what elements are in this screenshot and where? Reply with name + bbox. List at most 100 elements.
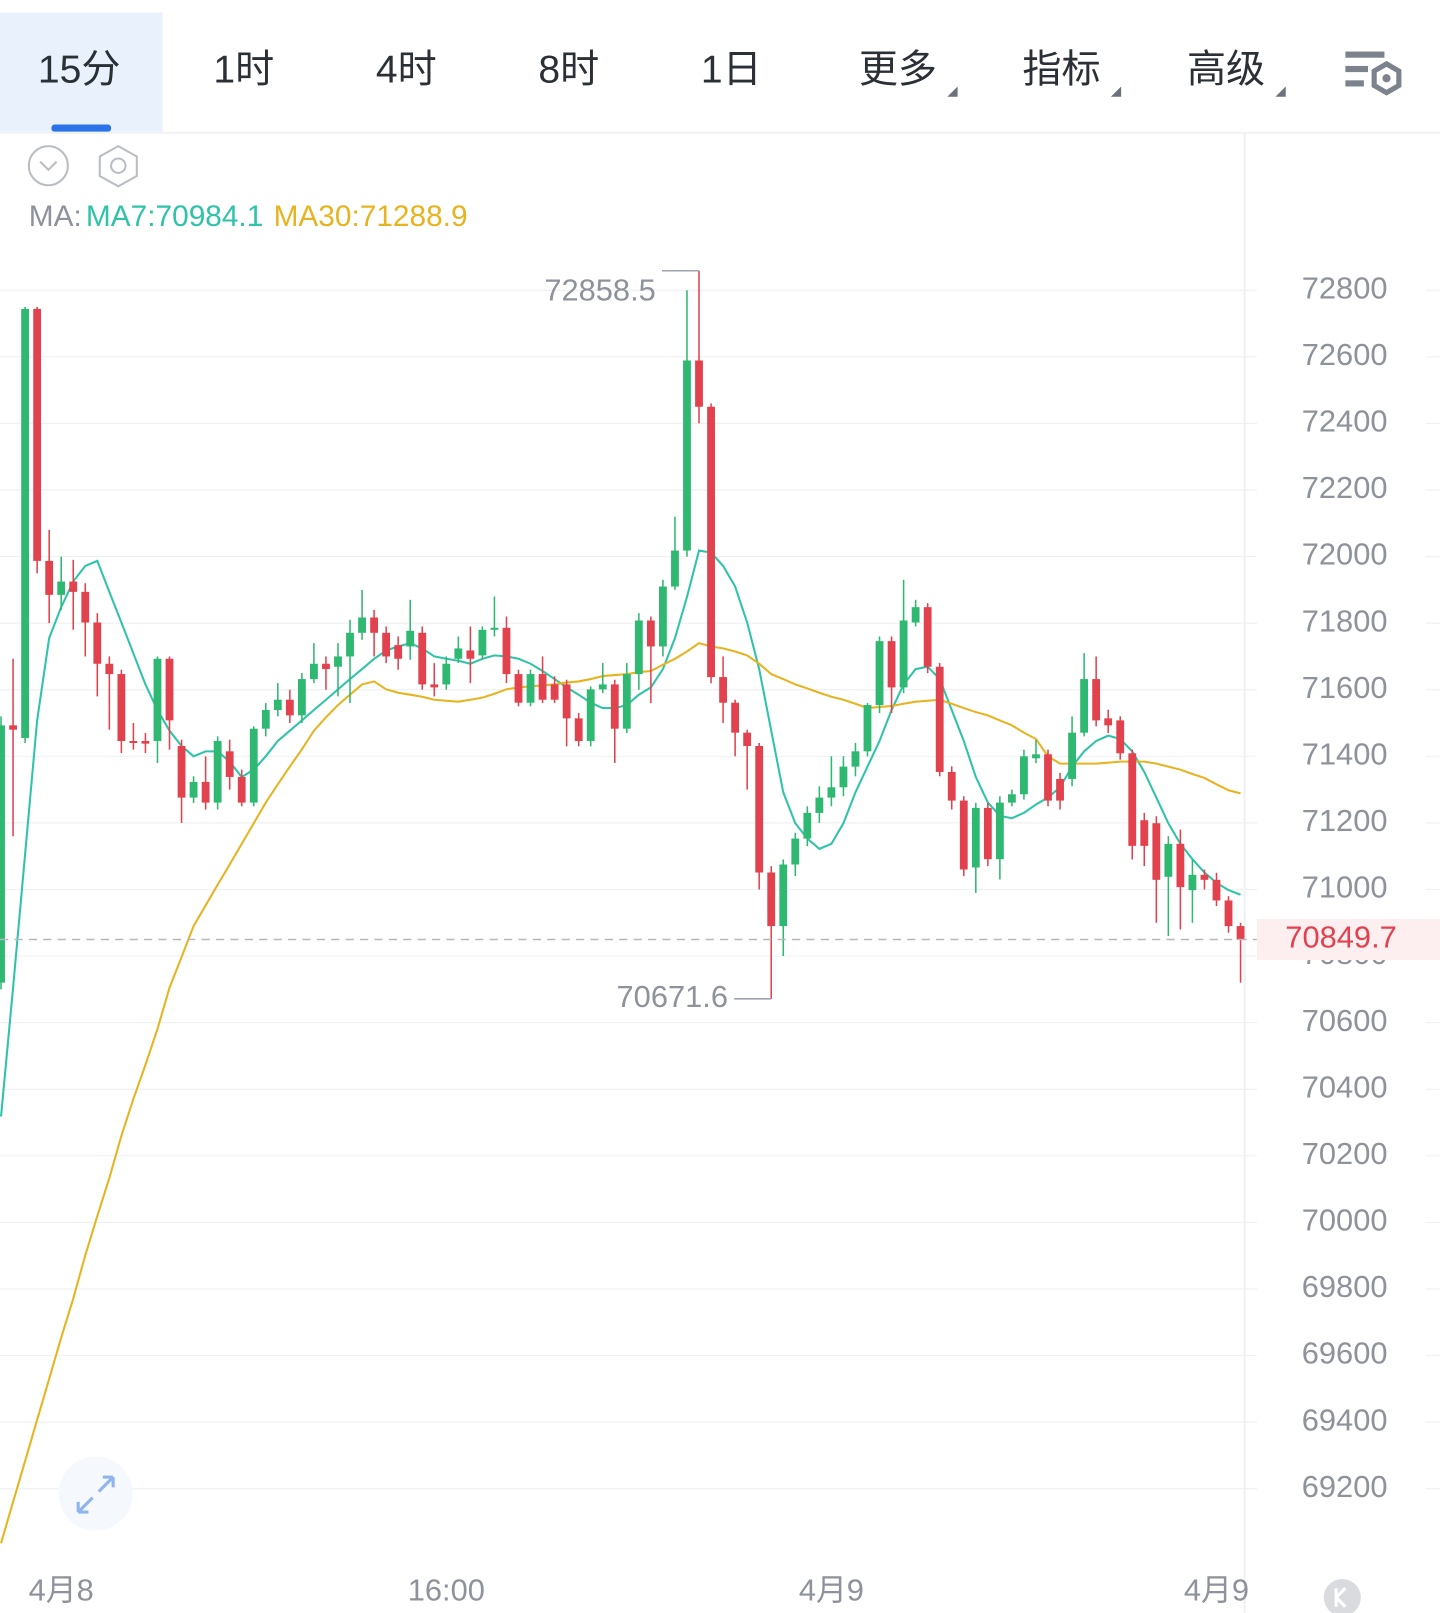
candle-body: [923, 607, 932, 667]
tab-label: 1时: [213, 48, 274, 91]
tab[interactable]: 1时: [213, 48, 274, 91]
icon-part: [1334, 1587, 1347, 1608]
y-tick-label: 69400: [1302, 1402, 1388, 1437]
expand-button[interactable]: [58, 1456, 133, 1531]
tab-label: 更多: [859, 48, 937, 91]
candle-body: [406, 630, 415, 647]
candle-body: [117, 674, 126, 741]
icon-part: [39, 160, 58, 172]
candle-body: [1008, 794, 1016, 803]
candle-body: [1200, 874, 1209, 880]
candle-body: [1116, 720, 1125, 754]
candle-body: [1212, 879, 1221, 901]
y-tick-label: 72800: [1302, 270, 1388, 305]
candle-body: [634, 620, 643, 675]
candle-body: [767, 872, 776, 927]
candle-body: [875, 641, 884, 706]
ma-line: [0, 642, 1241, 1544]
tab[interactable]: 指标: [1022, 48, 1122, 97]
icon-part: [27, 145, 69, 187]
candle-body: [129, 740, 138, 743]
candle-body: [322, 663, 330, 670]
tab[interactable]: 高级: [1187, 48, 1286, 97]
candle-body: [1032, 754, 1040, 759]
toolbar-settings-icon[interactable]: [1345, 51, 1402, 96]
active-tab-underline: [51, 124, 112, 132]
candle-body: [1152, 823, 1161, 880]
y-tick-label: 72600: [1302, 337, 1388, 372]
candle-body: [81, 591, 90, 623]
candle-body: [646, 620, 655, 647]
last-price-bg: [1256, 918, 1440, 961]
icon-part: [1382, 74, 1391, 83]
candle-body: [1092, 679, 1101, 721]
ma-separator: :: [351, 200, 359, 233]
candle-body: [45, 560, 54, 595]
candle-body: [478, 629, 487, 656]
collapse-button[interactable]: [27, 145, 69, 187]
candle-body: [610, 684, 619, 729]
y-tick-label: 71400: [1302, 736, 1388, 771]
candle-body: [1236, 926, 1245, 940]
candle-body: [731, 702, 740, 733]
candle-body: [370, 617, 378, 633]
active-tab-bg: [0, 12, 163, 132]
candle-body: [189, 781, 198, 798]
candle-body: [743, 732, 752, 746]
icon-part: [58, 1456, 133, 1531]
candle-body: [947, 771, 956, 801]
x-tick-label: 16:00: [408, 1572, 485, 1607]
candle-body: [442, 663, 451, 685]
candle-body: [273, 699, 282, 711]
ma-name: MA30: [274, 200, 352, 233]
y-tick-label: 70400: [1302, 1069, 1388, 1104]
candle-body: [622, 674, 631, 729]
tab[interactable]: 15分: [38, 48, 121, 91]
candle-body: [791, 838, 800, 865]
candle-body: [9, 725, 17, 730]
tab-label: 高级: [1187, 48, 1265, 91]
candle-body: [69, 581, 78, 592]
icon-part: [76, 1475, 115, 1514]
icon-part: [1345, 65, 1368, 73]
candle-body: [899, 620, 908, 688]
icon-part: [1345, 80, 1364, 87]
candle-body: [225, 751, 234, 777]
candle-body: [562, 684, 571, 719]
candle-body: [971, 807, 980, 868]
candle-body: [1068, 732, 1076, 779]
extreme-label: 72858.5: [544, 273, 656, 308]
candle-body: [382, 632, 391, 657]
candle-body: [105, 663, 114, 675]
y-tick-label: 71800: [1302, 603, 1388, 638]
tab[interactable]: 8时: [538, 48, 599, 91]
chart-settings-button[interactable]: [98, 144, 138, 188]
candle-body: [550, 684, 559, 700]
candle-body: [334, 656, 342, 667]
candle-body: [863, 705, 872, 752]
candle-body: [1044, 754, 1052, 801]
tab[interactable]: 更多: [859, 48, 958, 97]
candle-body: [249, 728, 258, 803]
y-tick-label: 70600: [1302, 1003, 1388, 1038]
tab[interactable]: 1日: [701, 48, 762, 91]
tab-label: 15分: [38, 48, 121, 91]
icon-part: [110, 157, 127, 174]
tab[interactable]: 4时: [376, 48, 437, 91]
candle-body: [815, 797, 824, 813]
candle-body: [911, 607, 920, 623]
tab-label: 1日: [701, 48, 762, 91]
icon-part: [98, 144, 138, 188]
candle-body: [394, 645, 403, 659]
overlay-layer: 72858.5 70671.6 70849.7: [0, 269, 1440, 1014]
ma-legend-label: MA:: [29, 200, 82, 233]
candle-body: [514, 674, 523, 703]
candle-body: [141, 740, 150, 744]
candle-body: [887, 641, 896, 688]
candle-body: [153, 658, 162, 741]
y-tick-label: 70200: [1302, 1136, 1388, 1171]
candle-body: [213, 740, 222, 803]
